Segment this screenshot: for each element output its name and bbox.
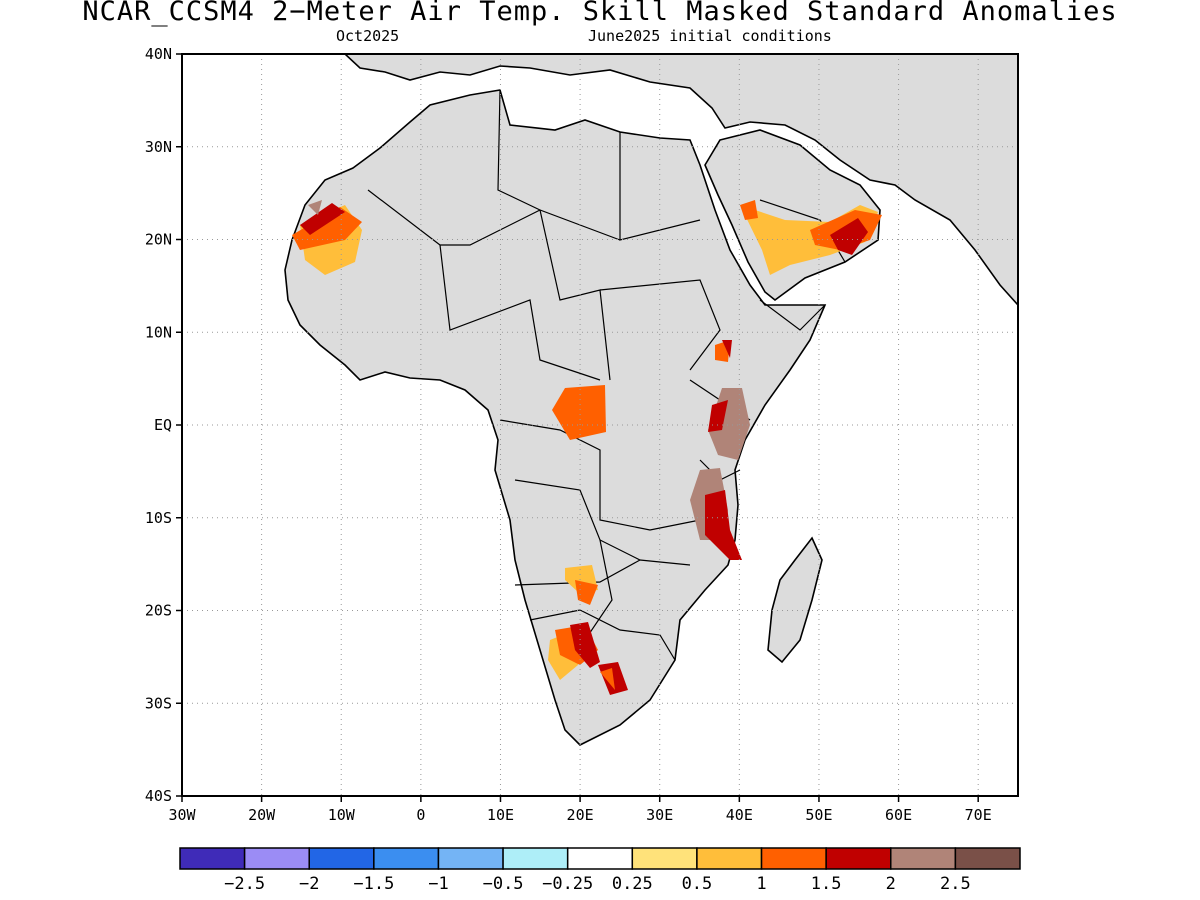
lat-tick-label: 40S <box>145 787 172 805</box>
lon-tick-label: 20W <box>248 806 276 824</box>
africa-landmass <box>284 89 827 746</box>
lat-tick-label: 20S <box>145 602 172 620</box>
lon-tick-label: 0 <box>416 806 425 824</box>
colorbar-swatch <box>631 847 698 870</box>
colorbar-swatch <box>825 847 892 870</box>
anomaly-patches <box>292 200 882 695</box>
lon-tick-label: 20E <box>567 806 594 824</box>
lon-tick-label: 40E <box>726 806 753 824</box>
colorbar-label: −1 <box>428 874 448 894</box>
lon-tick-label: 70E <box>965 806 992 824</box>
colorbar-label: −1.5 <box>353 874 394 894</box>
madagascar <box>767 536 823 664</box>
colorbar-label: −2 <box>299 874 319 894</box>
colorbar-swatch <box>696 847 763 870</box>
colorbar-swatch <box>566 847 634 870</box>
lon-tick-label: 50E <box>805 806 832 824</box>
lon-tick-label: 30E <box>646 806 673 824</box>
colorbar-swatch <box>373 847 440 870</box>
colorbar-swatch <box>760 847 827 870</box>
lat-tick-label: 10S <box>145 509 172 527</box>
lat-tick-label: 40N <box>145 45 172 63</box>
lon-tick-label: 10W <box>328 806 356 824</box>
lon-tick-label: 10E <box>487 806 514 824</box>
eurasia-landmass <box>343 54 1018 307</box>
map-title: NCAR_CCSM4 2−Meter Air Temp. Skill Maske… <box>82 0 1118 27</box>
lat-tick-label: 10N <box>145 323 172 341</box>
colorbar-label: −2.5 <box>224 874 265 894</box>
colorbar-swatch <box>437 847 504 870</box>
lat-tick-label: EQ <box>154 416 172 434</box>
colorbar-swatch <box>243 847 310 870</box>
forecast-month: Oct2025 <box>336 27 400 45</box>
lat-tick-label: 20N <box>145 231 172 249</box>
colorbar <box>179 847 1021 870</box>
colorbar-swatch <box>890 847 957 870</box>
arabia-landmass <box>704 129 881 302</box>
colorbar-swatch <box>954 847 1021 870</box>
lat-tick-label: 30N <box>145 138 172 156</box>
colorbar-label: 2.5 <box>940 874 971 894</box>
latitude-axis: 40N 30N 20N 10N EQ 10S 20S 30S 40S <box>145 45 182 805</box>
lon-tick-label: 30W <box>168 806 196 824</box>
colorbar-swatch <box>308 847 375 870</box>
longitude-axis: 30W 20W 10W 0 10E 20E 30E 40E 50E 60E 70E <box>168 796 992 824</box>
map-area <box>284 54 1018 746</box>
colorbar-label: 2 <box>886 874 896 894</box>
colorbar-swatch <box>502 847 569 870</box>
lon-tick-label: 60E <box>885 806 912 824</box>
lat-tick-label: 30S <box>145 694 172 712</box>
colorbar-label: 1 <box>756 874 766 894</box>
colorbar-label: −0.5 <box>483 874 524 894</box>
colorbar-label: 1.5 <box>811 874 842 894</box>
colorbar-label: −0.25 <box>542 874 593 894</box>
graticule <box>182 54 1018 796</box>
colorbar-label: 0.25 <box>612 874 653 894</box>
initial-conditions: June2025 initial conditions <box>588 27 832 45</box>
colorbar-labels: −2.5 −2 −1.5 −1 −0.5 −0.25 0.25 0.5 1 1.5 2 2.5 <box>224 874 971 894</box>
colorbar-label: 0.5 <box>682 874 713 894</box>
colorbar-swatch <box>179 847 246 870</box>
